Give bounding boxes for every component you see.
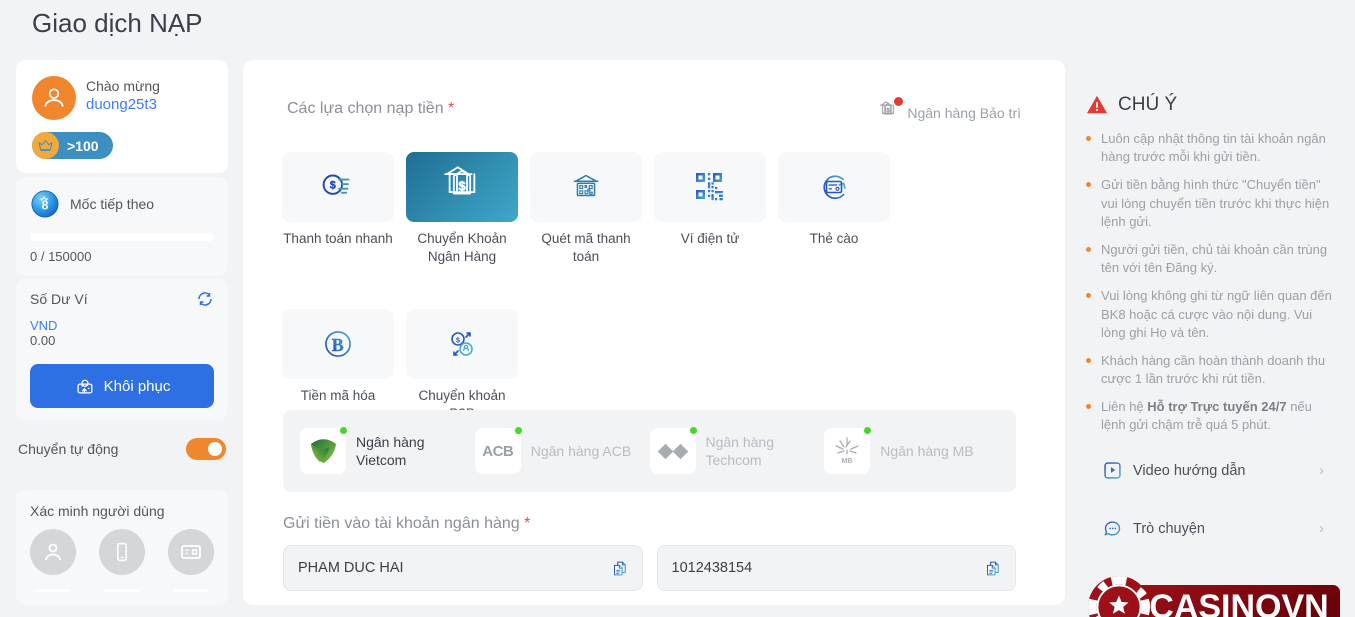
svg-text:$: $ xyxy=(458,179,466,194)
svg-text:8: 8 xyxy=(42,199,49,213)
svg-text:MB: MB xyxy=(842,458,853,465)
svg-text:$: $ xyxy=(330,180,336,192)
svg-text:$: $ xyxy=(456,337,460,344)
svg-text:CASINOVN: CASINOVN xyxy=(1149,588,1328,617)
